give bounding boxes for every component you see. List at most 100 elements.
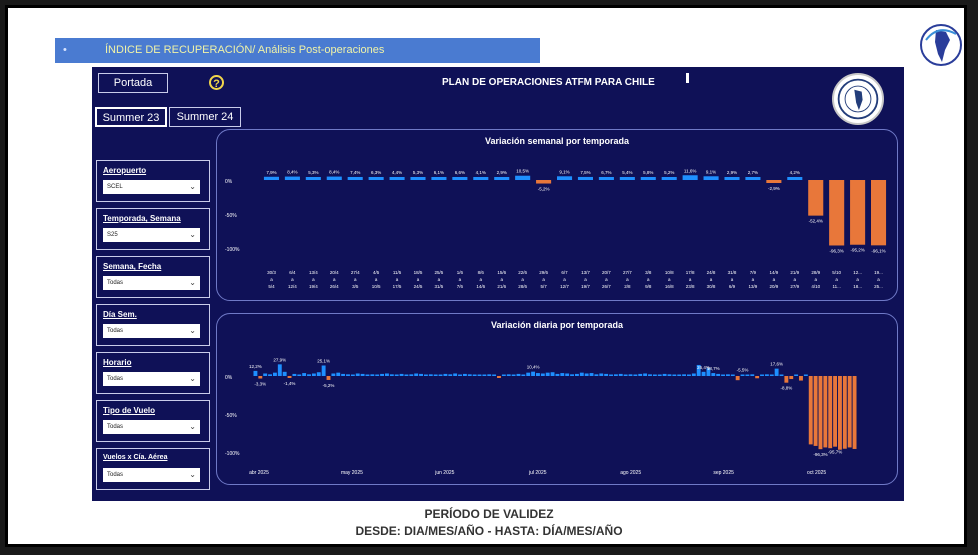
daily-bar [838, 376, 842, 450]
daily-bar [272, 372, 277, 376]
daily-data-label: 12,2% [249, 364, 262, 369]
daily-bar [609, 374, 613, 376]
chevron-down-icon: ⌄ [189, 182, 196, 191]
x-tick-label: 23/8 [686, 284, 695, 289]
y-tick-label: -50% [225, 413, 237, 419]
weekly-bar [410, 177, 426, 180]
dia-select[interactable]: Todas ⌄ [103, 324, 200, 338]
x-tick-label: 14/9 [769, 270, 778, 275]
x-tick-label: 12/7 [560, 284, 569, 289]
daily-bar [769, 374, 774, 376]
x-tick-separator: a [668, 277, 671, 282]
daily-bar [725, 374, 730, 376]
daily-bar [589, 373, 594, 376]
x-tick-separator: a [521, 277, 524, 282]
weekly-data-label: 9,1% [706, 169, 716, 174]
daily-bar [760, 374, 764, 376]
daily-bar [828, 376, 833, 449]
y-tick-label: -50% [225, 213, 237, 219]
tab-summer-24[interactable]: Summer 24 [169, 107, 241, 127]
daily-bar [545, 372, 550, 376]
x-tick-label: 18/5 [414, 270, 423, 275]
daily-data-label: 25,1% [317, 359, 330, 364]
horario-select[interactable]: Todas ⌄ [103, 372, 200, 386]
daily-bar [745, 374, 750, 376]
chevron-down-icon: ⌄ [189, 422, 196, 431]
daily-bar [311, 373, 316, 376]
daily-data-label: 18,7% [707, 366, 720, 371]
x-tick-separator: a [500, 277, 503, 282]
daily-bar [599, 373, 604, 376]
temporada-select[interactable]: S25 ⌄ [103, 228, 200, 242]
weekly-bar [787, 177, 803, 180]
x-tick-label: 20/7 [602, 270, 611, 275]
chevron-down-icon: ⌄ [189, 230, 196, 239]
daily-bar [516, 373, 521, 376]
weekly-bar [263, 176, 280, 180]
daily-bar [375, 374, 380, 376]
validity-title: PERÍODO DE VALIDEZ [424, 507, 554, 521]
report-header-title: ÍNDICE DE RECUPERACIÓN/ Análisis Post-op… [105, 44, 385, 56]
x-tick-label: 3/5 [352, 284, 359, 289]
aeropuerto-select[interactable]: SCEL ⌄ [103, 180, 200, 194]
daily-bar [487, 374, 492, 376]
y-tick-label: -100% [225, 247, 240, 253]
tipo-vuelo-select[interactable]: Todas ⌄ [103, 420, 200, 434]
weekly-data-label: 7,5% [580, 170, 590, 175]
daily-bar [808, 376, 813, 445]
filter-tipo-vuelo: Tipo de Vuelo Todas ⌄ [96, 400, 210, 442]
daily-bar [570, 374, 574, 376]
x-tick-separator: a [752, 277, 755, 282]
filter-dia-sem: Día Sem. Todas ⌄ [96, 304, 210, 346]
x-tick-separator: a [417, 277, 420, 282]
filter-temporada-semana: Temporada, Semana S25 ⌄ [96, 208, 210, 250]
daily-bar [764, 374, 769, 376]
select-value: Todas [107, 472, 124, 478]
vuelos-cia-select[interactable]: Todas ⌄ [103, 468, 200, 482]
x-tick-label: sep 2025 [713, 470, 734, 476]
daily-bar [818, 376, 823, 450]
daily-bar [443, 373, 448, 376]
x-tick-label: 26/4 [330, 284, 339, 289]
x-tick-separator: a [396, 277, 399, 282]
x-tick-separator: a [563, 277, 566, 282]
daily-bar [750, 374, 755, 376]
daily-bar [521, 374, 526, 376]
daily-data-label: -3,3% [254, 382, 266, 387]
daily-bar [336, 372, 341, 376]
x-tick-label: 19... [874, 270, 883, 275]
weekly-bar [850, 180, 866, 245]
x-tick-separator: a [312, 277, 315, 282]
daily-bar [618, 373, 623, 376]
daily-bar [560, 373, 565, 376]
weekly-chart-panel: Variación semanal por temporada 0% -50% -1… [216, 129, 898, 301]
x-tick-label: 22/6 [518, 270, 527, 275]
x-tick-label: 24/8 [707, 270, 716, 275]
daily-bar [350, 374, 355, 376]
daily-bar [803, 374, 808, 376]
chevron-down-icon: ⌄ [189, 326, 196, 335]
x-tick-label: 5/10 [832, 270, 841, 275]
daily-bar [652, 374, 657, 376]
validity-range: DESDE: DIA/MES/AÑO - HASTA: DÍA/MES/AÑO [355, 524, 623, 538]
x-tick-label: oct 2025 [807, 470, 826, 476]
x-tick-label: 30/3 [267, 270, 276, 275]
daily-bar [706, 368, 711, 376]
tab-summer-23[interactable]: Summer 23 [95, 107, 167, 127]
report-header-bar[interactable]: • ÍNDICE DE RECUPERACIÓN/ Análisis Post-… [55, 38, 540, 63]
daily-bar [331, 373, 336, 376]
x-tick-separator: a [291, 277, 294, 282]
dashboard-title: PLAN DE OPERACIONES ATFM PARA CHILE [442, 77, 655, 88]
filter-horario: Horario Todas ⌄ [96, 352, 210, 394]
portada-button[interactable]: Portada [98, 73, 168, 93]
semana-select[interactable]: Todas ⌄ [103, 276, 200, 290]
daily-bar [307, 374, 311, 376]
x-tick-label: 20/4 [330, 270, 339, 275]
weekly-bar [808, 180, 824, 216]
daily-bar [482, 374, 487, 376]
daily-bar [472, 374, 477, 376]
daily-bar [409, 374, 414, 376]
help-icon[interactable]: ? [209, 75, 224, 90]
daily-bar [847, 376, 852, 448]
daily-bar [536, 373, 540, 376]
